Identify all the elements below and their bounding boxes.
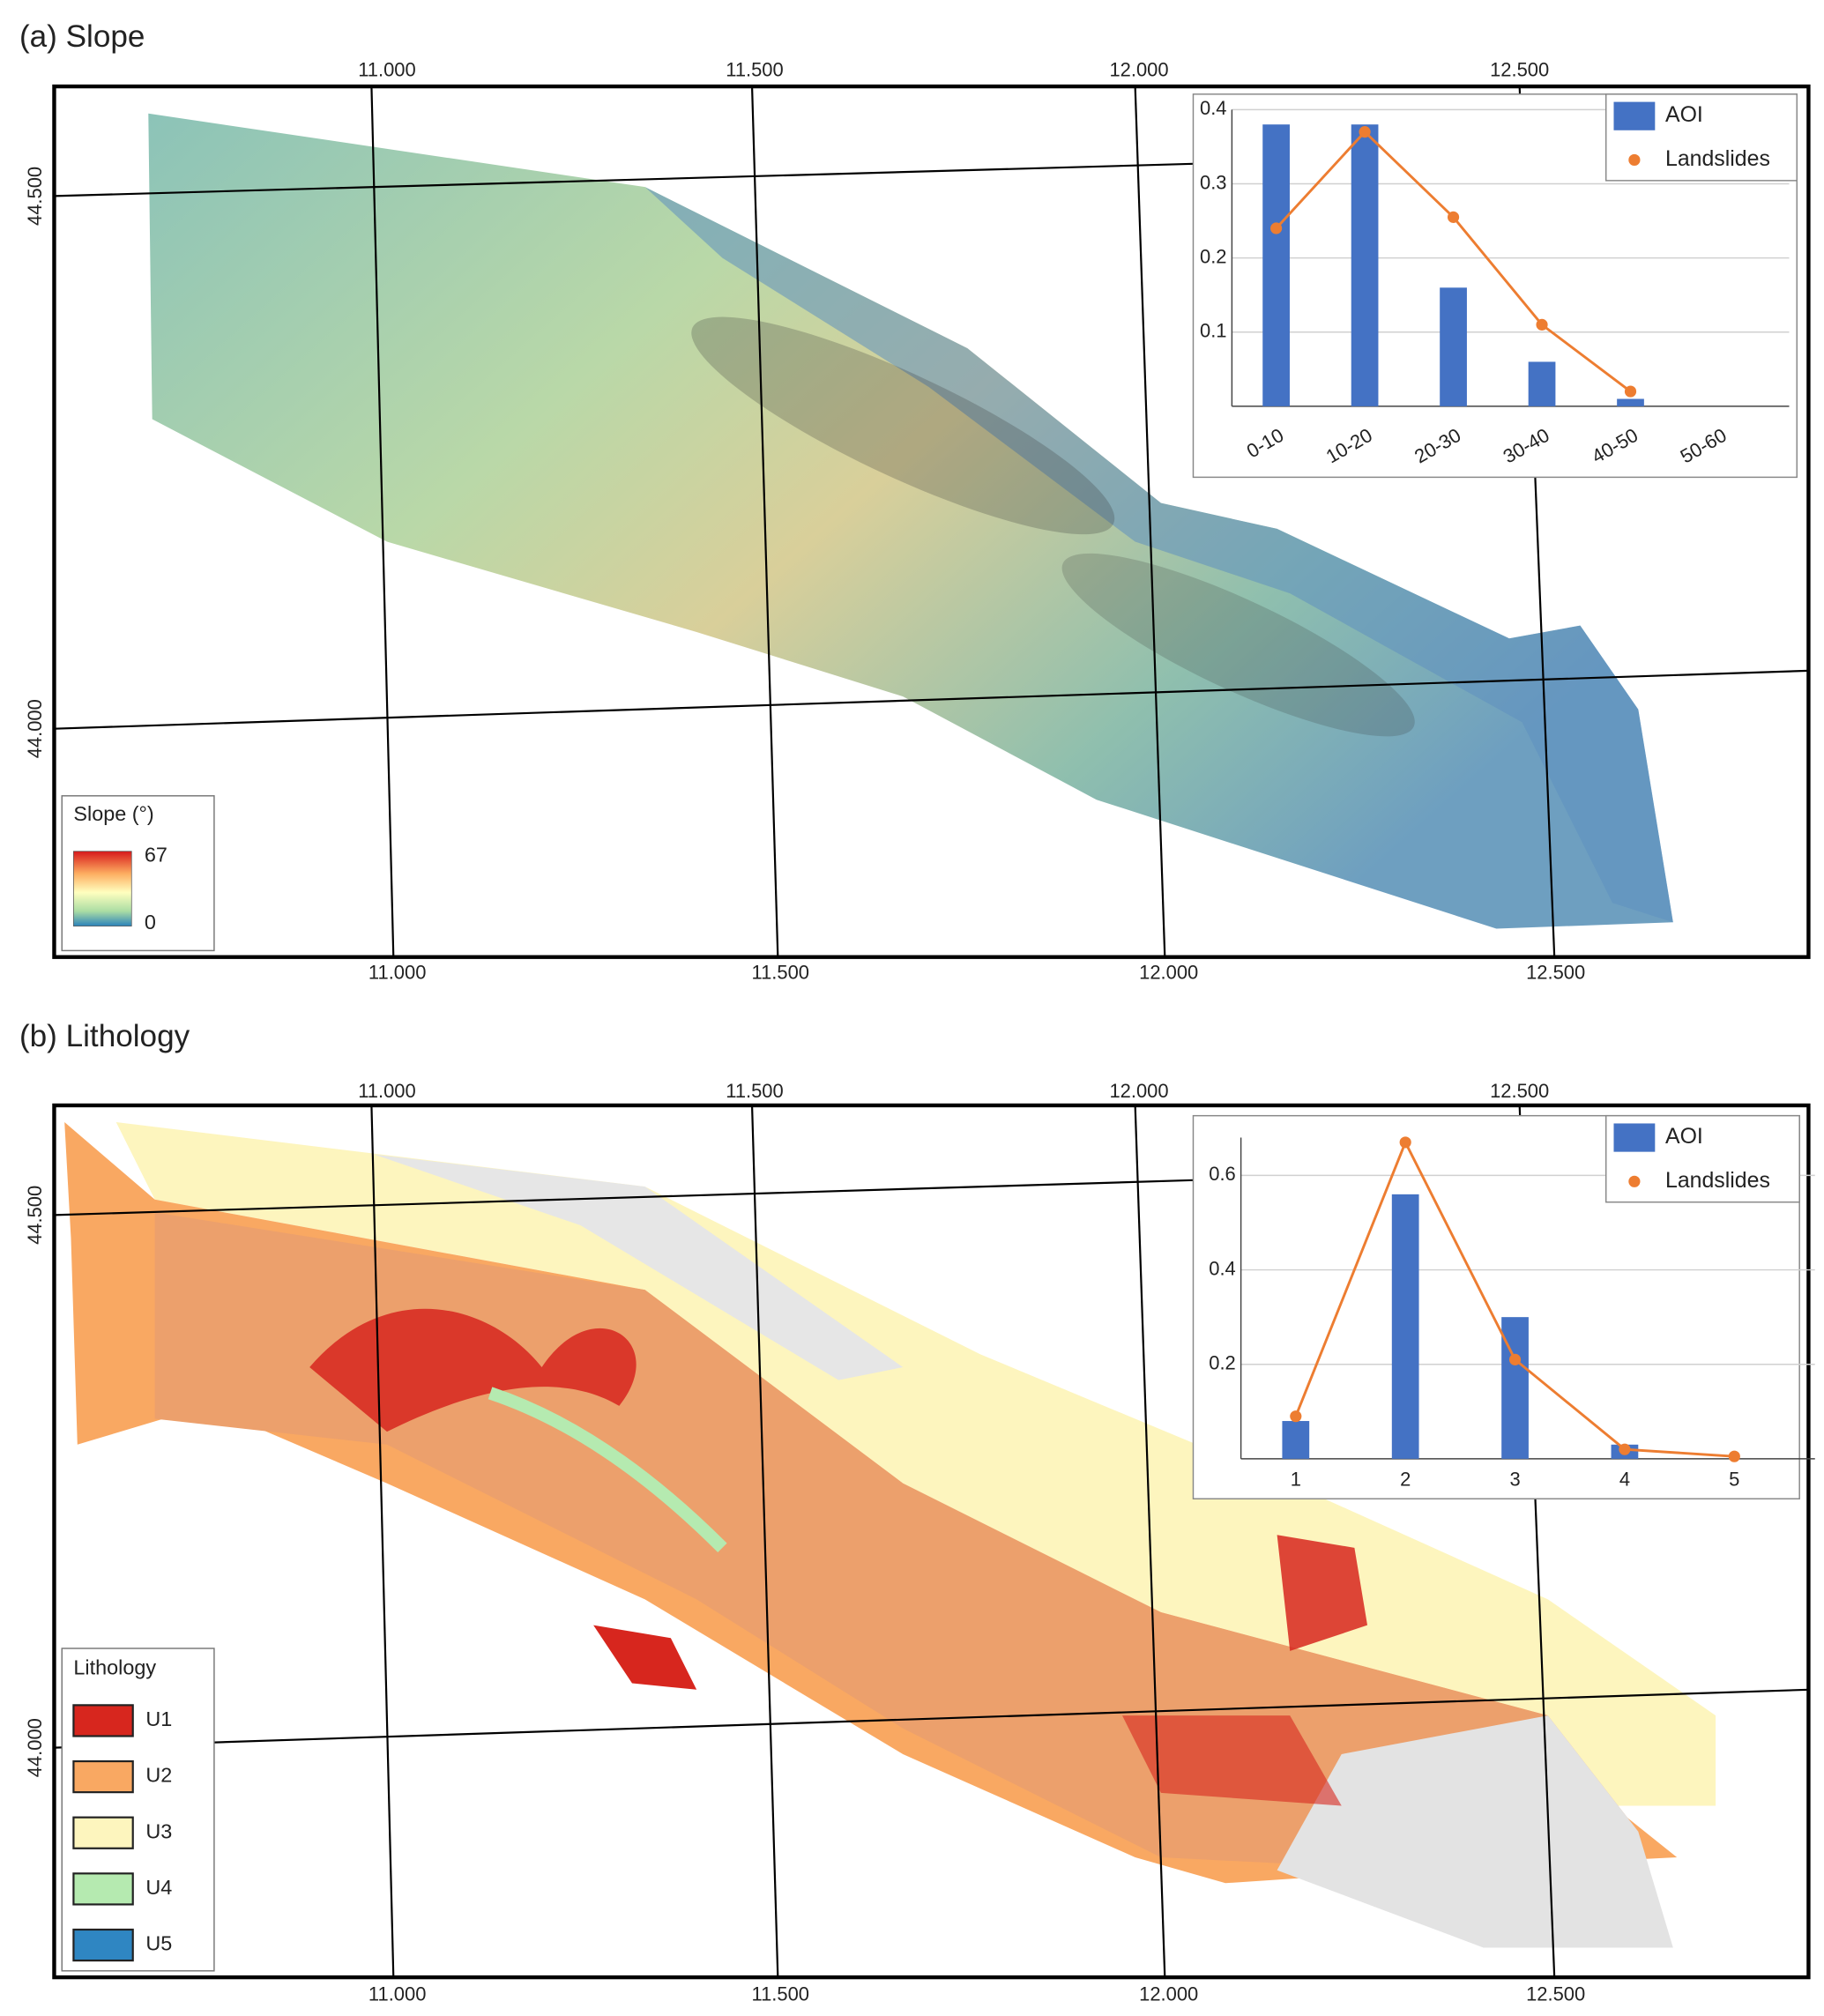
lon-label: 11.500 (726, 58, 783, 80)
point (1619, 1443, 1631, 1455)
lat-label: 44.000 (24, 1718, 46, 1777)
lat-label: 44.500 (24, 167, 46, 226)
point (1399, 1136, 1411, 1149)
lon-label: 11.000 (358, 58, 415, 80)
legend-swatch (72, 1759, 134, 1794)
bar (1440, 287, 1467, 406)
y-tick-label: 0.4 (1200, 97, 1227, 119)
lon-label: 12.000 (1109, 58, 1168, 80)
legend-label: U2 (145, 1764, 172, 1787)
point (1624, 385, 1637, 398)
legend-max: 67 (145, 844, 168, 867)
lon-label: 12.500 (1490, 1080, 1549, 1102)
point (1536, 318, 1548, 331)
lon-label: 12.500 (1490, 58, 1549, 80)
legend-title: Lithology (73, 1656, 156, 1679)
legend-swatch (72, 1816, 134, 1849)
legend-label: Landslides (1665, 1168, 1770, 1193)
legend-swatch (1613, 101, 1656, 130)
coord-labels: 11.000 11.000 11.500 11.500 12.000 12.000 12.5… (24, 58, 1585, 2005)
lon-label: 11.500 (726, 1080, 783, 1102)
point (1270, 222, 1283, 234)
lon-label: 11.000 (369, 1983, 426, 2005)
legend-swatch (1628, 1175, 1641, 1187)
bar (1528, 361, 1556, 406)
legend-title: Slope (°) (73, 802, 153, 825)
legend-swatch (72, 1928, 134, 1962)
point (1359, 126, 1371, 138)
lat-label: 44.500 (24, 1186, 46, 1245)
graticule (54, 86, 1809, 1978)
lon-label: 11.000 (358, 1080, 415, 1102)
x-tick-label: 3 (1509, 1469, 1520, 1491)
point (1508, 1353, 1522, 1365)
y-tick-label: 0.6 (1209, 1163, 1236, 1185)
lon-label: 11.500 (752, 1983, 809, 2005)
x-tick-label: 4 (1619, 1469, 1630, 1491)
lon-label: 12.000 (1139, 962, 1198, 984)
x-tick-label: 1 (1291, 1469, 1301, 1491)
x-tick-label: 5 (1729, 1469, 1739, 1491)
x-tick-label: 2 (1400, 1469, 1411, 1491)
slope-legend: Slope (°) 67 0 (61, 795, 215, 952)
panel-title: (a) Slope (19, 19, 145, 54)
bar (1351, 124, 1379, 406)
y-tick-label: 0.2 (1200, 245, 1227, 267)
y-tick-label: 0.1 (1200, 320, 1227, 342)
legend-label: U5 (145, 1932, 172, 1955)
panel-title: (b) Lithology (19, 1019, 190, 1053)
legend-label: U3 (145, 1819, 172, 1842)
y-tick-label: 0.2 (1209, 1352, 1236, 1374)
legend-swatch (1613, 1123, 1656, 1152)
lithology-legend: Lithology U1 U2 U3 U4 U5 (61, 1648, 215, 1972)
lon-label: 12.500 (1526, 1983, 1585, 2005)
legend-label: AOI (1665, 1124, 1703, 1149)
lon-label: 12.500 (1526, 962, 1585, 984)
legend-label: U1 (145, 1707, 172, 1730)
legend-swatch (1628, 153, 1641, 167)
lon-label: 11.000 (369, 962, 426, 984)
charts: 0.10.20.30.40-10 10-20 20-30 30-40 40-50 50-6… (1192, 93, 1815, 1499)
lat-label: 44.000 (24, 699, 46, 758)
legend-min: 0 (145, 911, 156, 934)
bar (1262, 124, 1290, 406)
legend-label: U4 (145, 1876, 172, 1899)
point (1447, 211, 1460, 223)
bar (1617, 398, 1644, 406)
legend-swatch (72, 1872, 134, 1906)
legend-label: Landslides (1665, 146, 1770, 171)
y-tick-label: 0.3 (1200, 171, 1227, 193)
bar (1391, 1194, 1419, 1459)
legend-label: AOI (1665, 102, 1703, 127)
legend-swatch (72, 1704, 134, 1737)
bar (1282, 1421, 1310, 1459)
lon-label: 11.500 (752, 962, 809, 984)
lon-label: 12.000 (1139, 1983, 1198, 2005)
point (1290, 1410, 1302, 1423)
lon-label: 12.000 (1109, 1080, 1168, 1102)
y-tick-label: 0.4 (1209, 1257, 1236, 1279)
point (1728, 1450, 1740, 1462)
